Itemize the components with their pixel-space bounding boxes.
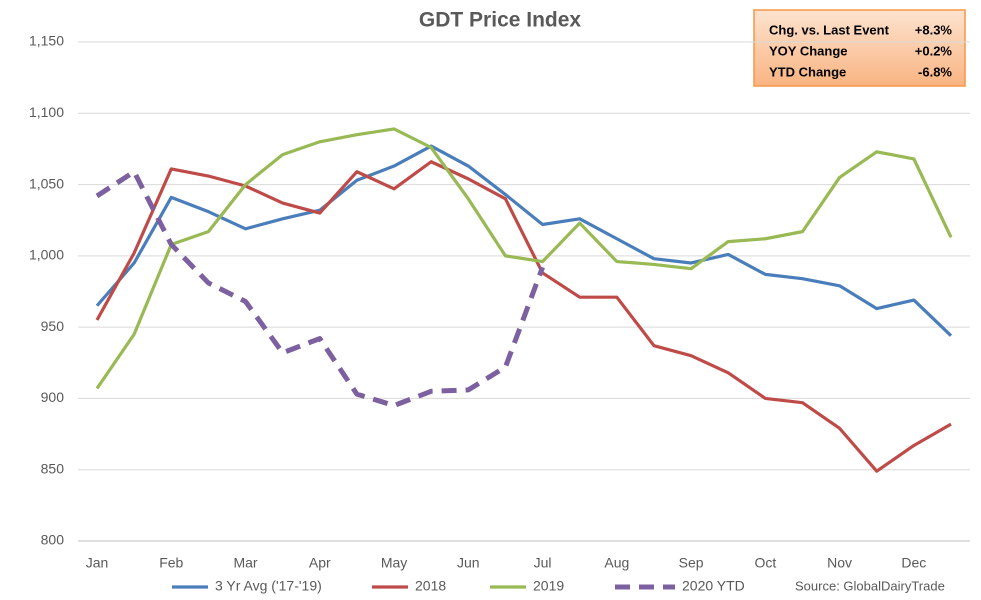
y-tick-label: 800	[41, 532, 65, 548]
y-tick-label: 850	[41, 460, 65, 476]
x-tick-label: Jan	[86, 555, 109, 571]
legend-label: 2018	[415, 578, 446, 594]
y-tick-label: 900	[41, 389, 65, 405]
annotation-label: YTD Change	[769, 64, 846, 79]
annotation-value: +0.2%	[915, 43, 953, 58]
y-tick-label: 1,150	[29, 33, 64, 49]
y-tick-label: 1,100	[29, 104, 64, 120]
x-tick-label: Mar	[233, 555, 257, 571]
x-tick-label: Apr	[309, 555, 331, 571]
x-tick-label: Nov	[827, 555, 852, 571]
x-tick-label: Jun	[457, 555, 480, 571]
chart-title: GDT Price Index	[419, 9, 582, 32]
annotation-value: -6.8%	[918, 64, 952, 79]
annotation-label: Chg. vs. Last Event	[769, 22, 890, 37]
x-tick-label: May	[381, 555, 407, 571]
series-line	[95, 144, 953, 337]
x-tick-label: Aug	[604, 555, 629, 571]
x-tick-label: Feb	[159, 555, 183, 571]
legend-label: 3 Yr Avg ('17-'19)	[215, 578, 322, 594]
y-tick-label: 1,000	[29, 247, 64, 263]
legend-label: 2020 YTD	[682, 578, 745, 594]
x-tick-label: Jul	[534, 555, 552, 571]
annotation-box	[753, 9, 966, 87]
source-note: Source: GlobalDairyTrade	[795, 578, 945, 593]
annotation-value: +8.3%	[915, 22, 953, 37]
y-tick-label: 1,050	[29, 175, 64, 191]
x-tick-label: Sep	[679, 555, 704, 571]
y-tick-label: 950	[41, 318, 65, 334]
series-line	[95, 127, 953, 390]
annotation-label: YOY Change	[769, 43, 848, 58]
x-tick-label: Oct	[754, 555, 776, 571]
series-line	[95, 160, 952, 473]
x-tick-label: Dec	[901, 555, 926, 571]
legend-label: 2019	[533, 578, 564, 594]
series-line	[95, 169, 545, 409]
